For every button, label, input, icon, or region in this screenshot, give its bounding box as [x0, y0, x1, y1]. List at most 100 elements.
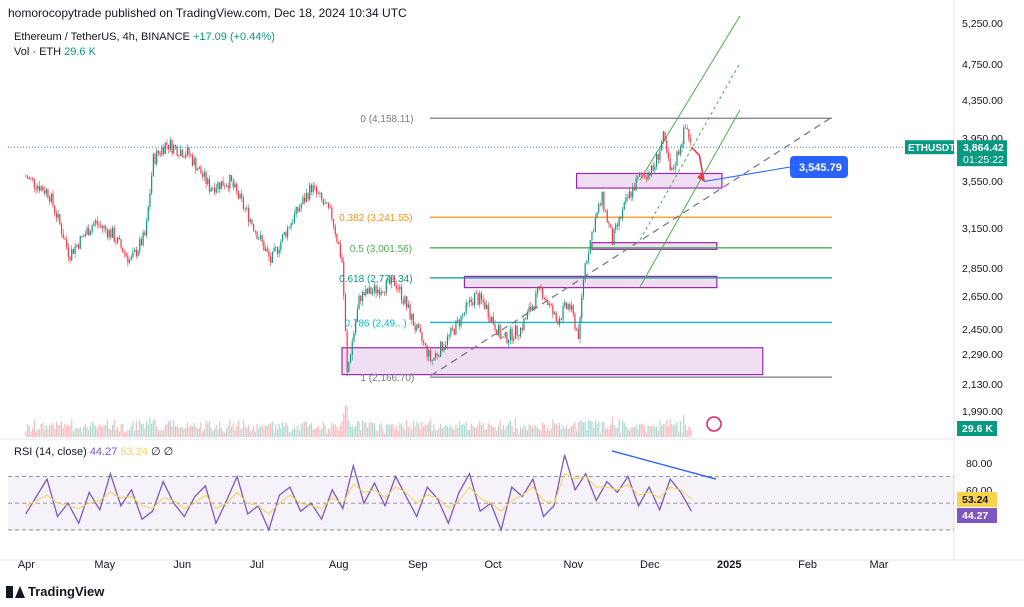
candle-body — [635, 178, 637, 191]
candle-body — [649, 172, 651, 176]
candle-body — [219, 182, 221, 190]
candle-body — [351, 341, 353, 356]
volume-bar — [200, 422, 202, 437]
candle-body — [108, 229, 110, 238]
volume-bar — [142, 423, 144, 437]
volume-bar — [409, 425, 411, 437]
volume-bar — [210, 427, 212, 437]
candle-body — [244, 208, 246, 210]
volume-bar — [83, 426, 85, 437]
volume-bar — [616, 428, 619, 437]
volume-tag-text: 29.6 K — [962, 423, 993, 435]
volume-bar — [441, 428, 443, 437]
candle-body — [474, 292, 476, 306]
candle-body — [540, 286, 542, 287]
volume-bar — [266, 426, 268, 437]
candle-body — [196, 168, 199, 171]
volume-bar — [458, 421, 460, 437]
volume-bar — [71, 419, 73, 437]
volume-bar — [152, 419, 154, 437]
volume-bar — [361, 420, 364, 437]
candle-body — [440, 341, 442, 357]
candle-body — [287, 227, 289, 237]
symbol-title[interactable]: Ethereum / TetherUS, 4h, BINANCE — [14, 31, 190, 43]
candle-body — [273, 248, 275, 252]
volume-bar — [178, 428, 180, 437]
volume-bar — [241, 429, 243, 437]
candle-body — [672, 167, 675, 169]
candle-body — [234, 183, 236, 188]
candle-body — [140, 239, 143, 246]
volume-bar — [637, 428, 639, 437]
volume-bar — [596, 423, 598, 437]
candle-body — [428, 349, 430, 357]
candle-body — [547, 300, 549, 306]
volume-bar — [569, 427, 571, 437]
volume-bar — [683, 414, 685, 437]
candle-body — [270, 256, 272, 263]
candle-body — [526, 312, 528, 319]
volume-bar — [261, 425, 263, 437]
volume-bar — [77, 428, 80, 437]
candle-body — [360, 296, 362, 302]
tradingview-footer: TradingView — [6, 584, 104, 599]
candle-body — [380, 291, 382, 295]
candle-body — [565, 302, 568, 309]
volume-bar — [169, 420, 171, 437]
candle-body — [606, 210, 608, 222]
candle-body — [485, 304, 488, 309]
volume-bar — [417, 423, 420, 437]
candle-body — [147, 206, 149, 222]
volume-bar — [55, 421, 58, 437]
candle-body — [557, 320, 559, 325]
candle-body — [484, 302, 486, 309]
candle-body — [419, 327, 421, 333]
volume-bar — [366, 426, 369, 437]
candle-body — [166, 142, 168, 145]
candle-body — [491, 316, 493, 322]
volume-bar — [149, 417, 151, 437]
candle-body — [111, 228, 114, 238]
volume-bar — [479, 420, 481, 437]
volume-label[interactable]: Vol · ETH — [14, 46, 62, 58]
volume-bar — [81, 432, 83, 437]
candle-body — [142, 232, 144, 246]
volume-bar — [377, 431, 379, 437]
volume-bar — [263, 427, 265, 437]
candle-body — [115, 241, 117, 243]
volume-bar — [89, 426, 92, 437]
volume-bar — [565, 425, 568, 437]
candle-body — [385, 280, 387, 293]
candle-body — [462, 314, 464, 316]
candle-body — [674, 165, 676, 169]
volume-bar — [587, 420, 590, 437]
volume-bar — [538, 429, 540, 437]
volume-bar — [407, 427, 409, 437]
candle-body — [239, 193, 241, 199]
candle-body — [414, 325, 416, 331]
volume-bar — [664, 424, 666, 437]
volume-bar — [183, 429, 185, 437]
volume-bar — [550, 428, 552, 437]
rsi-label[interactable]: RSI (14, close) — [14, 446, 87, 458]
candle-body — [509, 328, 511, 341]
volume-bar — [438, 428, 440, 437]
candle-body — [652, 165, 654, 171]
candle-body — [423, 341, 425, 344]
volume-bar — [577, 422, 579, 437]
candle-body — [281, 234, 284, 242]
volume-bar — [295, 429, 297, 437]
trend-dashed-line — [430, 116, 833, 377]
volume-bar — [443, 427, 445, 437]
volume-bar — [423, 426, 425, 437]
volume-bar — [309, 424, 311, 437]
volume-bar — [312, 429, 314, 437]
candle-body — [324, 203, 326, 205]
volume-bar — [57, 425, 59, 437]
channel-mid-line — [639, 62, 741, 241]
volume-bar — [467, 429, 469, 437]
candle-body — [212, 187, 214, 189]
candle-body — [446, 336, 449, 346]
candle-body — [331, 207, 333, 220]
